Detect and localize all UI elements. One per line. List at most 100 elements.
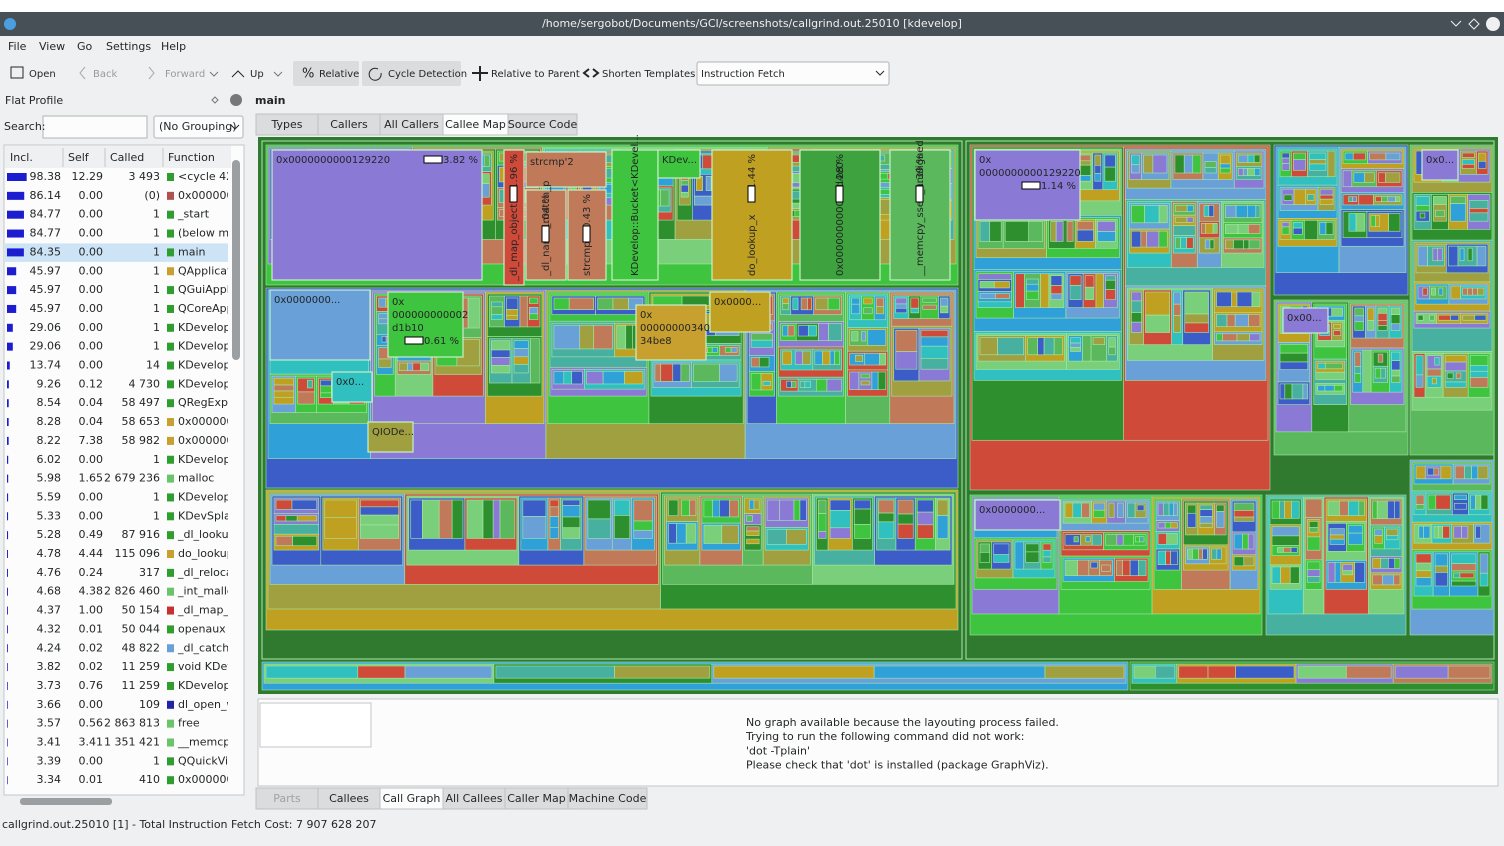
treemap-block[interactable] xyxy=(1421,149,1459,181)
column-header[interactable]: Function xyxy=(168,151,215,164)
treemap-block[interactable] xyxy=(367,421,414,453)
function[interactable]: KDevelop:: xyxy=(178,490,238,503)
function[interactable]: openaux xyxy=(178,622,226,635)
toolbar-open[interactable]: Open xyxy=(29,69,56,80)
toolbar-cycle-detection[interactable]: Cycle Detection xyxy=(388,69,467,80)
function[interactable]: void KDeve xyxy=(178,660,241,673)
function[interactable]: QGuiApplic xyxy=(178,283,239,296)
function[interactable]: 0x0000000 xyxy=(178,415,241,428)
v-scrollbar[interactable] xyxy=(232,160,240,360)
tab-label[interactable]: Caller Map xyxy=(507,792,566,805)
function[interactable]: dl_open_w xyxy=(178,698,236,711)
column-header[interactable]: Called xyxy=(110,151,144,164)
menu-item[interactable]: Settings xyxy=(106,40,151,53)
treemap-block[interactable] xyxy=(525,151,607,188)
h-scrollbar[interactable] xyxy=(20,798,112,805)
treemap-block[interactable] xyxy=(657,149,701,179)
function[interactable]: _dl_map_o xyxy=(177,604,236,617)
function[interactable]: KDevelop:: xyxy=(178,359,238,372)
function[interactable]: QQuickVie xyxy=(178,754,235,767)
tab-label[interactable]: All Callers xyxy=(384,118,439,131)
tab-label[interactable]: Callers xyxy=(330,118,368,131)
treemap-cell xyxy=(807,297,813,311)
function[interactable]: <cycle 42> xyxy=(178,170,242,183)
function[interactable]: main xyxy=(178,245,206,258)
treemap-cell xyxy=(273,377,295,386)
function[interactable]: KDevelop:: xyxy=(178,340,238,353)
function[interactable]: 0x0000000 xyxy=(178,434,241,447)
minimize[interactable] xyxy=(1450,20,1462,27)
close[interactable] xyxy=(1486,17,1500,31)
function[interactable]: do_lookup xyxy=(178,547,234,560)
treemap-block[interactable] xyxy=(709,291,771,333)
tab-label[interactable]: Types xyxy=(271,118,303,131)
incl-bar xyxy=(7,229,24,238)
treemap-block[interactable] xyxy=(387,291,464,358)
treemap-block[interactable] xyxy=(799,149,881,281)
function[interactable]: KDevelop:: xyxy=(178,377,238,390)
treemap-cell xyxy=(1157,550,1166,565)
treemap-block[interactable] xyxy=(611,149,659,281)
treemap-block[interactable] xyxy=(974,499,1061,531)
treemap-cell xyxy=(750,333,773,341)
maximize[interactable] xyxy=(1468,18,1480,30)
function[interactable]: _dl_lookup xyxy=(177,528,236,541)
function[interactable]: KDevelop:: xyxy=(178,679,238,692)
tab-label[interactable]: Source Code xyxy=(508,118,578,131)
treemap-block[interactable] xyxy=(503,149,525,286)
function[interactable]: _dl_relocat xyxy=(177,566,238,579)
function[interactable]: KDevelop:: xyxy=(178,321,238,334)
function[interactable]: _int_malloc xyxy=(177,585,240,598)
toolbar-forward[interactable]: Forward xyxy=(165,69,205,80)
treemap-block[interactable] xyxy=(635,304,707,361)
tab[interactable] xyxy=(567,787,648,810)
toolbar-relative-to-parent[interactable]: Relative to Parent xyxy=(491,69,580,80)
tab-label[interactable]: Parts xyxy=(273,792,301,805)
tab-label[interactable]: Callees xyxy=(329,792,369,805)
treemap-cell xyxy=(1429,314,1435,321)
function[interactable]: malloc xyxy=(178,472,214,485)
toolbar-back[interactable]: Back xyxy=(93,69,117,80)
tab[interactable] xyxy=(507,113,578,136)
function[interactable]: QCoreAppl xyxy=(178,302,237,315)
close-panel[interactable] xyxy=(230,94,242,106)
menu-item[interactable]: Help xyxy=(161,40,186,53)
function[interactable]: (below mai xyxy=(178,227,239,240)
forward-icon xyxy=(148,66,155,80)
function[interactable]: 0x0000000 xyxy=(178,189,241,202)
tab-label[interactable]: Callee Map xyxy=(445,118,506,131)
float-button[interactable] xyxy=(211,96,219,104)
function[interactable]: QRegExp:: xyxy=(178,396,235,409)
treemap-block[interactable] xyxy=(1282,307,1329,334)
search-input[interactable] xyxy=(42,115,148,139)
function[interactable]: _dl_catch_ xyxy=(177,641,235,654)
treemap-cell xyxy=(624,370,644,385)
column-header[interactable]: Self xyxy=(68,151,90,164)
treemap-block[interactable] xyxy=(889,149,951,281)
function[interactable]: QApplicatic xyxy=(178,264,240,277)
event-combo[interactable] xyxy=(696,61,890,86)
tab-label[interactable]: All Callees xyxy=(446,792,503,805)
tab-label[interactable]: Call Graph xyxy=(383,792,441,805)
menu-item[interactable]: Go xyxy=(77,40,93,53)
column-header[interactable]: Incl. xyxy=(10,151,33,164)
treemap-block[interactable] xyxy=(331,371,373,403)
treemap-block[interactable] xyxy=(269,289,371,361)
function[interactable]: KDevelop:: xyxy=(178,453,238,466)
treemap-block[interactable] xyxy=(711,149,793,281)
treemap-cell xyxy=(1079,154,1092,162)
grouping-combo[interactable] xyxy=(153,115,244,139)
menu-item[interactable]: View xyxy=(39,40,65,53)
function[interactable]: 0x0000000 xyxy=(178,773,241,786)
function[interactable]: __memcpy xyxy=(177,736,237,749)
treemap-block[interactable] xyxy=(271,149,483,281)
toolbar-shorten-templates[interactable]: Shorten Templates xyxy=(602,69,695,80)
function[interactable]: _start xyxy=(177,208,210,221)
tab-label[interactable]: Machine Code xyxy=(569,792,647,805)
toolbar-event-type[interactable]: Instruction Fetch xyxy=(701,69,785,80)
menu-item[interactable]: File xyxy=(8,40,27,53)
toolbar-up[interactable]: Up xyxy=(250,69,264,80)
toolbar-relative[interactable]: Relative xyxy=(319,69,359,80)
function[interactable]: free xyxy=(178,717,200,730)
function[interactable]: KDevSplasl xyxy=(178,509,240,522)
